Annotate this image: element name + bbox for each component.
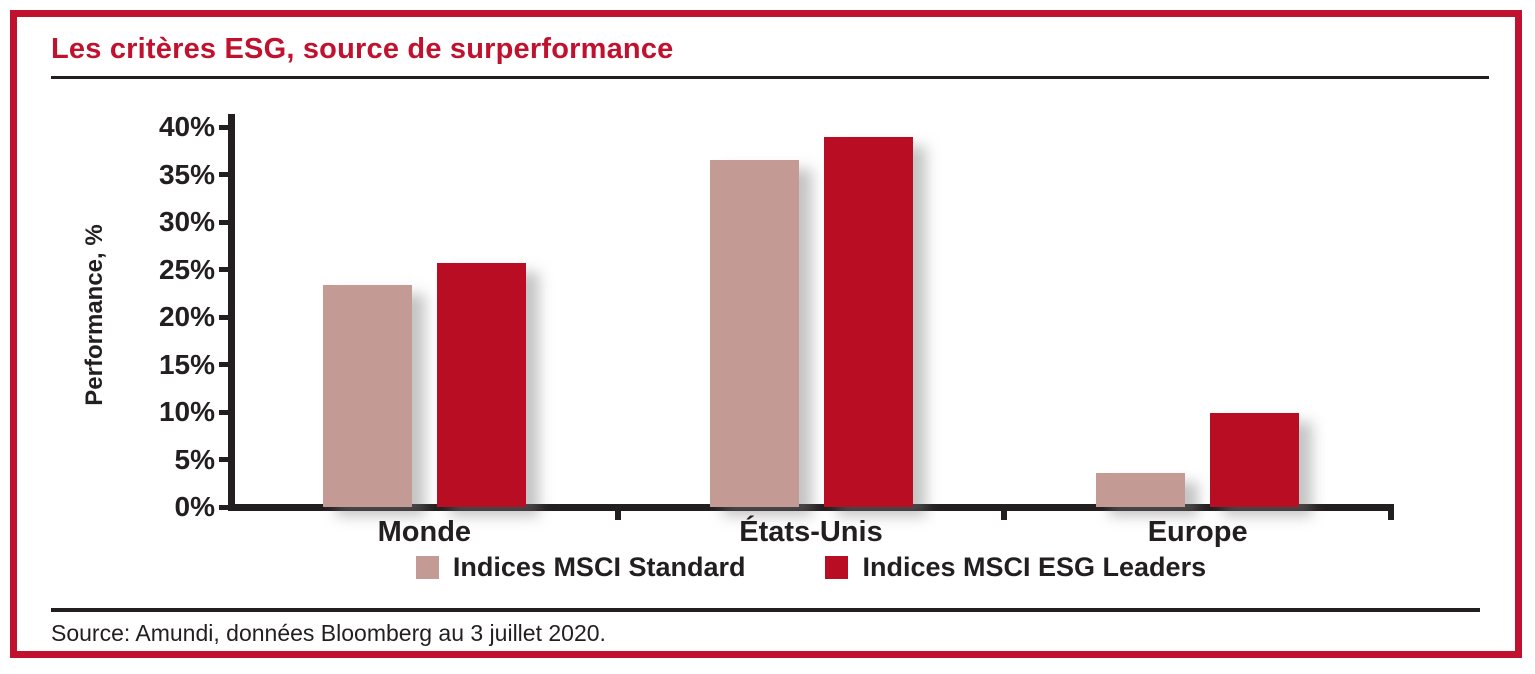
y-tick-mark-40 [219,124,229,130]
y-tick-mark-35 [219,172,229,177]
legend-marker-indices-msci-standard [415,556,439,579]
y-tick-mark-25 [219,267,229,272]
y-tick-label-10: 10% [158,396,215,427]
bars-area [231,127,1391,507]
bar-group-monde [231,127,618,507]
y-tick-mark-5 [219,457,229,462]
bar-indices-msci-esg-leaders-europe [1210,412,1300,507]
legend: Indices MSCI Standard Indices MSCI ESG Le… [231,552,1391,583]
x-tick-mark-2 [1001,507,1008,520]
y-tick-mark-15 [219,362,229,367]
title-underline [51,76,1489,79]
y-tick-label-5: 5% [174,443,215,475]
y-axis-line [228,114,235,510]
category-label-tats-unis: États-Unis [739,516,883,548]
y-tick-label-25: 25% [158,253,215,285]
y-axis-label: Performance, % [81,224,108,406]
y-tick-label-0: 0% [174,491,215,522]
legend-label-indices-msci-esg-leaders: Indices MSCI ESG Leaders [862,552,1207,582]
legend-label-indices-msci-standard: Indices MSCI Standard [452,552,746,582]
y-tick-label-35: 35% [158,158,215,190]
y-tick-mark-30 [219,219,229,225]
footer-separator [51,608,1480,612]
y-tick-label-15: 15% [158,348,215,380]
y-tick-mark-20 [219,314,229,320]
y-tick-label-20: 20% [158,301,215,332]
bar-group-tats-unis [618,127,1005,507]
bar-indices-msci-standard-tats-unis [709,160,799,507]
chart-title: Les critères ESG, source de surperforman… [51,33,674,65]
category-label-europe: Europe [1147,516,1248,548]
bar-indices-msci-standard-europe [1096,472,1186,507]
category-label-monde: Monde [377,516,472,548]
legend-item-indices-msci-standard: Indices MSCI Standard [415,552,746,583]
y-tick-label-40: 40% [158,111,215,142]
x-axis-line [228,504,1394,511]
bar-group-europe [1004,127,1391,507]
y-tick-mark-10 [219,409,229,415]
bar-indices-msci-standard-monde [322,284,412,507]
legend-item-indices-msci-esg-leaders: Indices MSCI ESG Leaders [825,552,1206,583]
x-tick-mark-1 [614,507,621,520]
legend-marker-indices-msci-esg-leaders [825,556,849,579]
y-tick-mark-0 [219,504,229,510]
y-tick-label-30: 30% [158,206,215,237]
bar-indices-msci-esg-leaders-monde [436,262,526,507]
bar-indices-msci-esg-leaders-tats-unis [823,137,913,507]
category-labels-row: Monde États-Unis Europe [231,516,1391,549]
x-tick-mark-3 [1388,507,1394,520]
source-text: Source: Amundi, données Bloomberg au 3 j… [51,620,606,646]
